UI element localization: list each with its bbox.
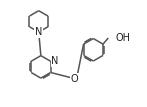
- Text: N: N: [35, 27, 42, 37]
- Text: N: N: [51, 56, 59, 66]
- Text: O: O: [71, 74, 78, 84]
- Text: OH: OH: [116, 33, 131, 43]
